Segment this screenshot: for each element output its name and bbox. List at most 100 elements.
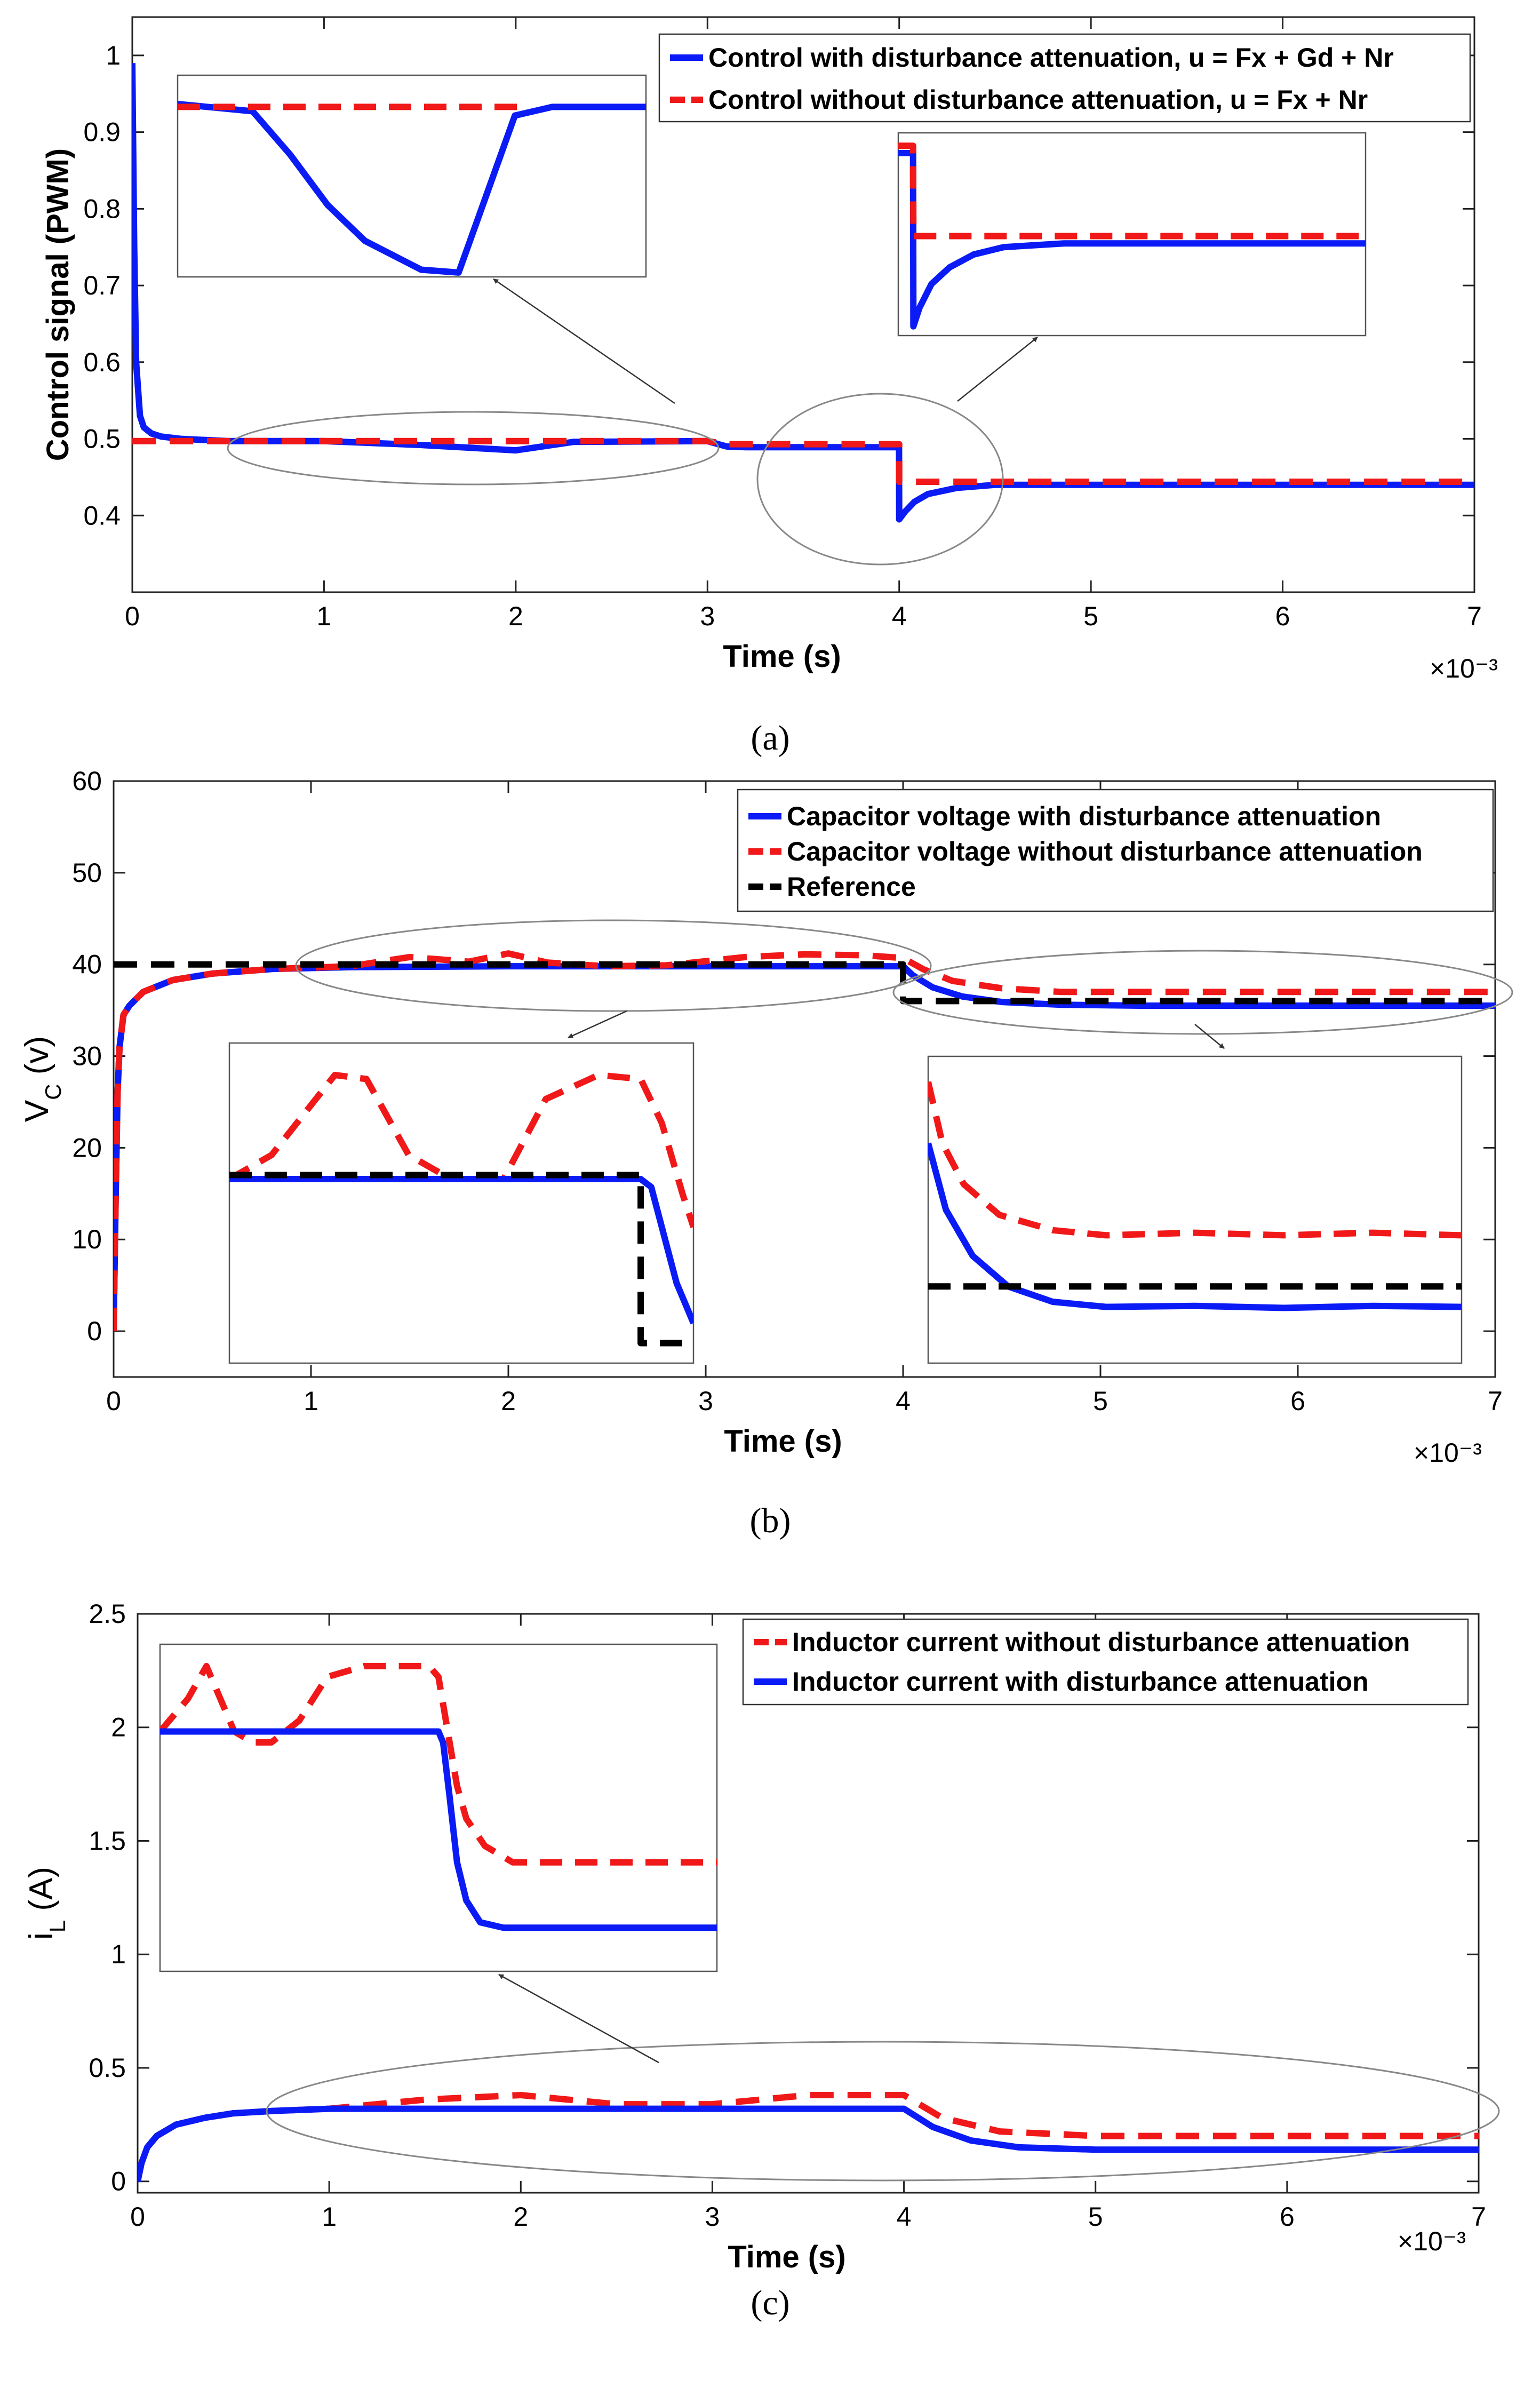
x-tick-label: 2 [513, 2202, 528, 2232]
legend-box-b [737, 789, 1494, 912]
y-axis-label: Control signal (PWM) [41, 148, 75, 461]
inset-series-line-c-0-1 [160, 1728, 717, 1931]
legend-entry: Capacitor voltage with disturbance atten… [787, 801, 1381, 831]
zoom-arrow [568, 1010, 627, 1039]
legend-entry: Inductor current without disturbance att… [792, 1627, 1410, 1657]
series-group-c [138, 2092, 1479, 2182]
y-tick-label: 0.8 [83, 194, 121, 224]
legend-entry: Inductor current with disturbance attenu… [792, 1667, 1369, 1697]
series-line-b-2 [114, 961, 1495, 1005]
x-tick-label: 6 [1275, 601, 1290, 631]
inset-series-line-b-0-1 [229, 1176, 693, 1325]
y-tick-label: 0.9 [83, 117, 121, 147]
zoom-arrow [493, 278, 675, 404]
x-tick-label: 3 [698, 1386, 713, 1416]
inset-series-line-b-0-2 [229, 1172, 693, 1347]
x-axis-label: Time (s) [728, 2240, 845, 2274]
y-tick-label: 50 [72, 858, 102, 888]
x-tick-label: 4 [892, 601, 907, 631]
inset-box-b-1 [927, 1055, 1463, 1364]
inset-box-c-0 [159, 1643, 718, 1972]
legend-entry: Control with disturbance attenuation, u … [708, 43, 1394, 73]
zoom-arrow [957, 337, 1038, 402]
x-tick-label: 2 [508, 601, 523, 631]
legend-entry: Control without disturbance attenuation,… [708, 85, 1368, 115]
y-tick-label: 40 [72, 950, 102, 980]
y-tick-label: 0.7 [83, 270, 121, 300]
series-group-a [132, 63, 1474, 523]
zoom-region-ellipse [295, 919, 932, 1012]
series-group-b [114, 950, 1495, 1332]
x-tick-label: 1 [304, 1386, 318, 1416]
y-tick-label: 1 [111, 1939, 126, 1969]
series-line-c-1 [138, 2105, 1479, 2182]
zoom-region-ellipse [892, 950, 1513, 1035]
y-tick-label: 1 [106, 41, 121, 70]
y-tick-label: 2.5 [89, 1599, 126, 1629]
x-tick-label: 5 [1093, 1386, 1108, 1416]
x-axis-multiplier: ×10⁻³ [1398, 2226, 1466, 2256]
y-tick-label: 1.5 [89, 1826, 126, 1856]
zoom-arrow [1194, 1024, 1225, 1049]
x-tick-label: 7 [1488, 1386, 1503, 1416]
zoom-region-ellipse [227, 411, 720, 485]
series-line-a-1 [132, 437, 1474, 485]
x-tick-label: 6 [1290, 1386, 1305, 1416]
x-tick-label: 5 [1088, 2202, 1103, 2232]
x-axis-label: Time (s) [723, 639, 841, 674]
x-tick-label: 7 [1467, 601, 1482, 631]
panel-caption-a: (a) [751, 719, 789, 758]
y-tick-label: 30 [72, 1041, 102, 1071]
inset-series-group [178, 101, 646, 276]
zoom-region-ellipse [756, 393, 1004, 566]
y-axis-label: iL (A) [23, 1867, 70, 1940]
y-tick-label: 0 [111, 2167, 126, 2196]
inset-series-group [928, 1081, 1462, 1311]
panel-caption-c: (c) [751, 2283, 789, 2322]
y-axis-label: VC (v) [19, 1036, 66, 1122]
inset-series-group [160, 1662, 717, 1931]
series-line-b-1 [114, 950, 1495, 1332]
y-tick-label: 0.5 [89, 2053, 126, 2083]
legend-box-a [658, 33, 1471, 123]
x-tick-label: 1 [317, 601, 332, 631]
legend-entry: Reference [787, 872, 916, 902]
y-tick-label: 0.4 [83, 500, 121, 530]
x-tick-label: 5 [1083, 601, 1098, 631]
inset-series-line-a-0-0 [178, 101, 646, 276]
x-tick-label: 7 [1471, 2202, 1486, 2232]
x-axis-label: Time (s) [724, 1424, 842, 1459]
x-tick-label: 6 [1280, 2202, 1295, 2232]
x-tick-label: 0 [130, 2202, 145, 2232]
x-tick-label: 1 [322, 2202, 337, 2232]
panel-caption-b: (b) [750, 1501, 791, 1540]
legend-box-c [742, 1618, 1469, 1706]
x-axis-multiplier: ×10⁻³ [1430, 654, 1498, 683]
x-axis-multiplier: ×10⁻³ [1414, 1438, 1482, 1468]
x-tick-label: 3 [705, 2202, 720, 2232]
inset-series-line-a-1-1 [898, 142, 1366, 240]
x-tick-label: 2 [501, 1386, 516, 1416]
x-tick-label: 4 [897, 2202, 912, 2232]
inset-series-line-b-1-0 [928, 1081, 1462, 1239]
inset-series-group [229, 1072, 693, 1347]
x-tick-label: 3 [700, 601, 715, 631]
inset-series-group [898, 142, 1366, 330]
y-tick-label: 2 [111, 1713, 126, 1742]
y-tick-label: 0.5 [83, 424, 121, 454]
y-tick-label: 20 [72, 1133, 102, 1163]
y-tick-label: 0.6 [83, 347, 121, 377]
y-tick-label: 0 [87, 1316, 102, 1346]
inset-series-line-b-1-1 [928, 1142, 1462, 1311]
y-tick-label: 60 [72, 766, 102, 796]
x-tick-label: 4 [896, 1386, 911, 1416]
inset-box-b-0 [228, 1042, 695, 1364]
inset-series-line-a-1-0 [898, 150, 1366, 330]
y-tick-label: 10 [72, 1224, 102, 1254]
legend-entry: Capacitor voltage without disturbance at… [787, 837, 1423, 866]
zoom-arrow [498, 1973, 659, 2064]
x-tick-label: 0 [125, 601, 140, 631]
x-tick-label: 0 [106, 1386, 121, 1416]
zoom-region-ellipse [266, 2041, 1500, 2182]
